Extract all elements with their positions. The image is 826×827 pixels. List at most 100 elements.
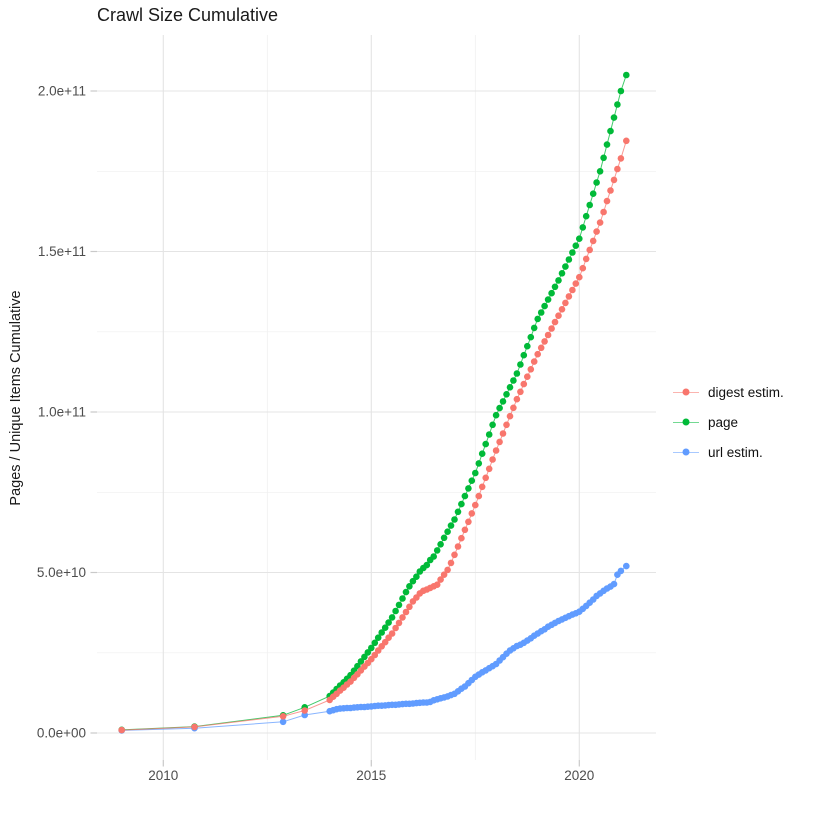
legend-item-url-estim: url estim. bbox=[673, 437, 784, 467]
data-point-page bbox=[617, 87, 625, 95]
y-tick-label: 1.0e+11 bbox=[38, 405, 86, 420]
data-point-page bbox=[364, 649, 372, 656]
data-point-page bbox=[381, 624, 389, 631]
data-point-page bbox=[392, 607, 399, 615]
series-line-page bbox=[121, 74, 627, 731]
data-point-digest-estim bbox=[569, 286, 576, 294]
data-point-page bbox=[551, 283, 559, 291]
data-point-digest-estim bbox=[395, 619, 403, 627]
data-point-digest-estim bbox=[558, 306, 566, 313]
data-point-digest-estim bbox=[510, 404, 517, 412]
data-point-page bbox=[468, 477, 476, 485]
legend-dot-icon bbox=[682, 388, 690, 396]
data-point-digest-estim bbox=[433, 581, 441, 588]
y-tick-label: 2.0e+11 bbox=[38, 84, 86, 99]
data-point-url-estim bbox=[610, 580, 618, 588]
legend-item-digest-estim: digest estim. bbox=[673, 377, 784, 407]
data-point-page bbox=[503, 391, 510, 398]
data-point-page bbox=[603, 141, 611, 148]
data-point-page bbox=[385, 619, 392, 626]
data-point-page bbox=[478, 450, 486, 458]
data-point-page bbox=[475, 460, 483, 467]
data-point-page bbox=[499, 398, 507, 405]
data-point-page bbox=[579, 224, 587, 231]
data-point-digest-estim bbox=[118, 726, 125, 734]
data-point-page bbox=[433, 547, 441, 554]
data-point-page bbox=[565, 256, 573, 263]
data-point-page bbox=[413, 573, 420, 580]
data-point-page bbox=[395, 601, 403, 609]
data-point-page bbox=[423, 561, 431, 569]
data-point-digest-estim bbox=[402, 608, 410, 616]
data-point-digest-estim bbox=[451, 551, 458, 559]
data-point-digest-estim bbox=[458, 534, 465, 542]
data-point-digest-estim bbox=[551, 318, 559, 326]
data-point-digest-estim bbox=[541, 338, 548, 345]
data-point-digest-estim bbox=[472, 501, 479, 509]
data-point-digest-estim bbox=[392, 624, 399, 632]
data-point-digest-estim bbox=[534, 350, 541, 358]
legend-dot-icon bbox=[682, 448, 690, 456]
data-point-page bbox=[513, 370, 521, 377]
data-point-digest-estim bbox=[562, 299, 569, 307]
legend-item-page: page bbox=[673, 407, 784, 437]
data-point-page bbox=[454, 508, 462, 516]
data-point-digest-estim bbox=[399, 614, 406, 621]
data-point-digest-estim bbox=[623, 137, 630, 145]
data-point-url-estim bbox=[617, 567, 625, 575]
data-point-digest-estim bbox=[524, 373, 531, 381]
data-point-page bbox=[357, 658, 365, 665]
data-point-page bbox=[593, 179, 600, 186]
data-point-digest-estim bbox=[530, 358, 538, 365]
data-point-digest-estim bbox=[513, 395, 521, 403]
data-point-digest-estim bbox=[593, 228, 600, 235]
data-point-page bbox=[409, 577, 417, 585]
data-point-page bbox=[517, 361, 524, 368]
data-point-digest-estim bbox=[617, 155, 625, 162]
data-point-digest-estim bbox=[447, 559, 455, 567]
data-point-page bbox=[482, 440, 490, 448]
data-point-page bbox=[444, 528, 451, 535]
data-point-page bbox=[506, 384, 514, 391]
data-point-digest-estim bbox=[191, 723, 198, 731]
data-point-page bbox=[461, 492, 469, 500]
data-point-digest-estim bbox=[381, 638, 389, 646]
data-point-digest-estim bbox=[607, 187, 614, 194]
data-point-digest-estim bbox=[461, 526, 469, 534]
data-point-page bbox=[582, 212, 590, 220]
data-point-page bbox=[485, 431, 493, 438]
data-point-page bbox=[430, 553, 438, 560]
data-point-digest-estim bbox=[444, 566, 451, 574]
data-point-page bbox=[458, 500, 465, 508]
data-point-page bbox=[600, 154, 607, 162]
data-point-digest-estim bbox=[527, 366, 535, 373]
data-point-digest-estim bbox=[544, 331, 552, 339]
data-point-digest-estim bbox=[301, 707, 309, 714]
data-point-page bbox=[496, 404, 503, 412]
data-point-page bbox=[607, 127, 614, 135]
data-point-digest-estim bbox=[499, 430, 507, 437]
data-point-digest-estim bbox=[610, 176, 618, 184]
data-point-digest-estim bbox=[465, 518, 472, 526]
data-point-page bbox=[361, 653, 368, 661]
data-point-page bbox=[555, 277, 562, 284]
data-point-digest-estim bbox=[565, 293, 573, 300]
data-point-digest-estim bbox=[482, 474, 490, 482]
data-point-page bbox=[537, 309, 545, 316]
legend: digest estim. page url estim. bbox=[673, 377, 784, 467]
data-point-url-estim bbox=[623, 562, 630, 570]
y-tick-label: 5.0e+10 bbox=[37, 565, 86, 580]
data-point-page bbox=[402, 588, 410, 596]
data-point-page bbox=[576, 235, 583, 242]
data-point-digest-estim bbox=[406, 603, 413, 611]
data-point-page bbox=[572, 242, 580, 249]
y-tick-label: 0.0e+00 bbox=[37, 726, 86, 741]
data-point-page bbox=[492, 411, 500, 419]
data-point-page bbox=[440, 534, 448, 542]
x-tick-label: 2020 bbox=[564, 768, 594, 783]
data-point-digest-estim bbox=[454, 543, 462, 550]
legend-label-url-estim: url estim. bbox=[708, 444, 763, 460]
legend-key-url-estim bbox=[673, 445, 699, 459]
